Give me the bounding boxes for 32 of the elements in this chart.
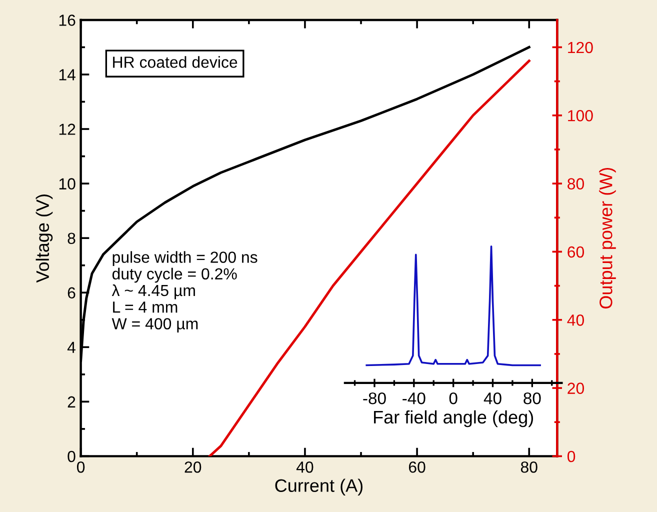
y2-tick-label: 60 bbox=[568, 246, 584, 258]
y-tick-label: 6 bbox=[68, 287, 76, 299]
y-tick-label: 12 bbox=[59, 124, 76, 135]
y2-tick-label: 100 bbox=[568, 110, 593, 122]
x-tick-label: 40 bbox=[484, 392, 502, 404]
annotation: pulse width = 200 ns duty cycle = 0.2% λ ~ 4.45 µm L = 4 mm W = 400 µm bbox=[112, 251, 258, 333]
annotation: HR coated device bbox=[113, 56, 238, 68]
x-tick-label: -40 bbox=[402, 392, 426, 404]
y-tick-label: 8 bbox=[68, 232, 76, 244]
y2-tick-label: 80 bbox=[568, 178, 584, 190]
y-tick-label: 2 bbox=[68, 396, 76, 408]
x-tick-label: 0 bbox=[76, 461, 85, 473]
y2-tick-label: 0 bbox=[567, 450, 576, 462]
y-axis-title: Voltage (V) bbox=[36, 194, 53, 283]
y2-tick-label: 120 bbox=[568, 42, 593, 54]
x-axis-title: Current (A) bbox=[275, 478, 362, 496]
x-tick-label: 80 bbox=[524, 392, 541, 404]
y-tick-label: 14 bbox=[59, 69, 76, 80]
x-tick-label: -80 bbox=[363, 392, 386, 404]
y2-axis-title: Output power (W) bbox=[599, 168, 616, 308]
x-axis-title: Far field angle (deg) bbox=[374, 410, 534, 428]
y2-tick-label: 20 bbox=[568, 382, 584, 394]
x-tick-label: 40 bbox=[296, 461, 314, 473]
x-tick-label: 80 bbox=[520, 461, 538, 473]
y2-tick-label: 40 bbox=[567, 314, 584, 326]
y-tick-label: 0 bbox=[68, 450, 76, 462]
y-tick-label: 10 bbox=[59, 178, 76, 190]
y-tick-label: 4 bbox=[67, 342, 76, 353]
y-tick-label: 16 bbox=[59, 14, 76, 26]
x-tick-label: 60 bbox=[408, 461, 426, 473]
x-tick-label: 0 bbox=[449, 392, 458, 404]
x-tick-label: 20 bbox=[184, 461, 202, 473]
